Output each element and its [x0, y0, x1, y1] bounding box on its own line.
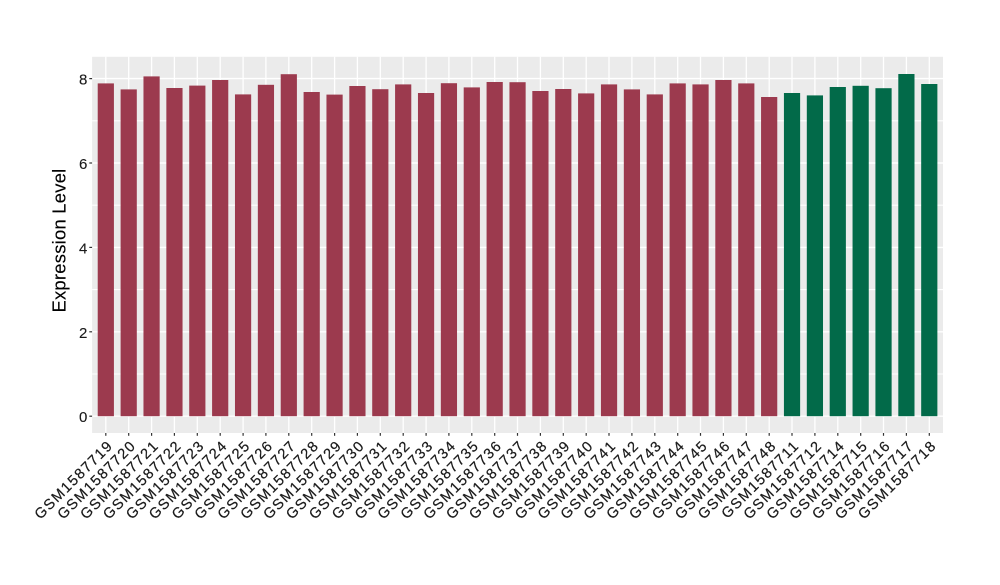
svg-text:4: 4 — [79, 240, 87, 257]
svg-text:6: 6 — [79, 156, 87, 173]
svg-text:2: 2 — [79, 325, 87, 342]
svg-text:Expression Level: Expression Level — [49, 168, 70, 312]
svg-text:0: 0 — [79, 409, 87, 426]
svg-text:8: 8 — [79, 72, 87, 89]
